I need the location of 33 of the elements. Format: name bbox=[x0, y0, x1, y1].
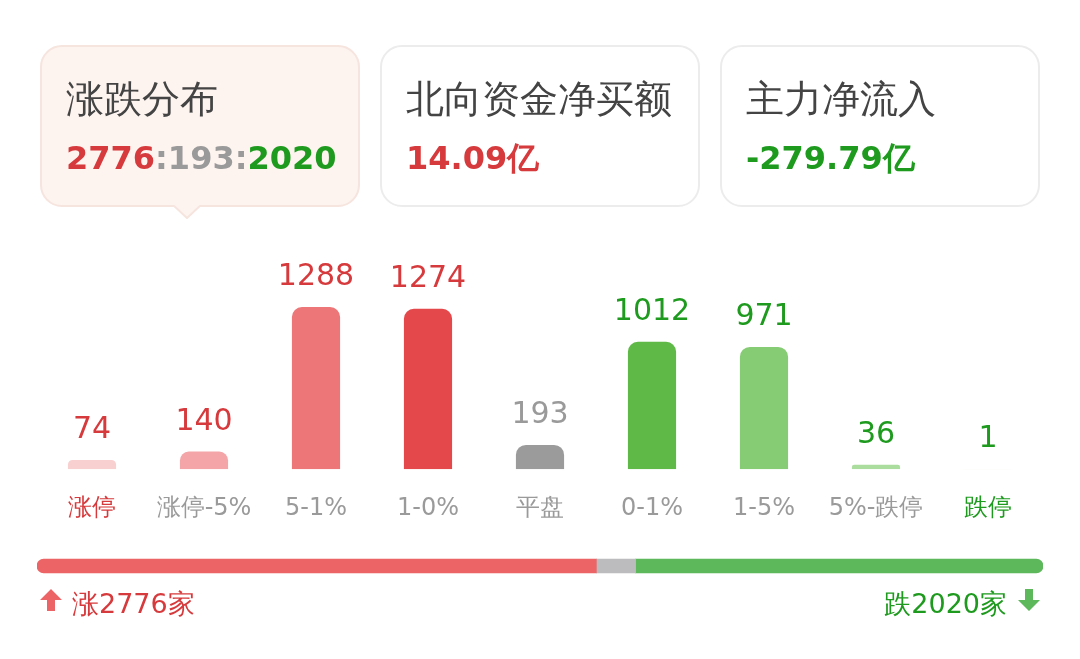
text: -279.79亿 bbox=[746, 139, 915, 177]
x-tick-label: 0-1% bbox=[620, 492, 684, 521]
data-label: 1 bbox=[978, 419, 998, 455]
x-tick-label: 跌停 bbox=[964, 492, 1012, 521]
bar bbox=[291, 307, 341, 470]
x-tick-label: 平盘 bbox=[516, 492, 564, 521]
data-label: 1012 bbox=[613, 291, 691, 327]
text: 涨跌分布 bbox=[66, 77, 218, 121]
bar bbox=[515, 444, 565, 470]
data-label: 1274 bbox=[389, 258, 467, 294]
data-label: 140 bbox=[175, 401, 233, 437]
x-tick-label: 5-1% bbox=[284, 492, 348, 521]
bar bbox=[67, 459, 117, 470]
text: 14.09亿 bbox=[406, 139, 540, 177]
x-tick-label: 5%-跌停 bbox=[828, 492, 924, 521]
text: 北向资金净买额 bbox=[406, 77, 672, 121]
text: 跌2020家 bbox=[884, 588, 1007, 619]
data-label: 74 bbox=[72, 409, 112, 445]
x-tick-label: 涨停 bbox=[68, 492, 116, 521]
data-label: 971 bbox=[735, 296, 793, 332]
bar bbox=[403, 308, 453, 470]
x-tick-label: 1-0% bbox=[396, 492, 460, 521]
text: 涨2776家 bbox=[72, 588, 195, 619]
data-label: 36 bbox=[856, 414, 896, 450]
data-label: 193 bbox=[511, 394, 569, 430]
text: 2776:193:2020 bbox=[66, 139, 337, 177]
text: 主力净流入 bbox=[746, 77, 936, 121]
bar bbox=[627, 341, 677, 470]
bar bbox=[739, 346, 789, 470]
x-tick-label: 涨停-5% bbox=[156, 492, 252, 521]
data-label: 1288 bbox=[277, 257, 355, 292]
bar bbox=[179, 451, 229, 470]
x-tick-label: 1-5% bbox=[732, 492, 796, 521]
